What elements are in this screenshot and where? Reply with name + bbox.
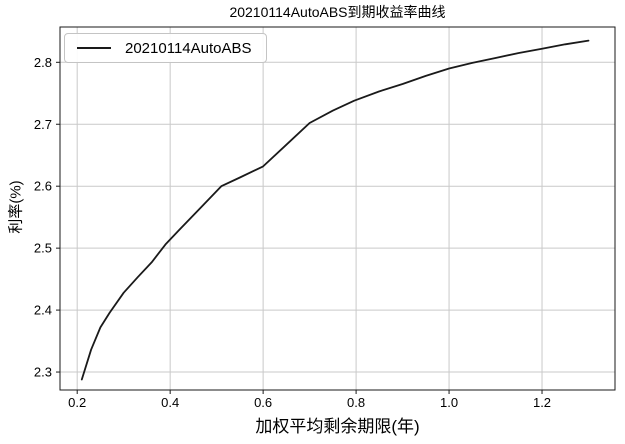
legend: 20210114AutoABS xyxy=(64,33,267,63)
y-tick-label: 2.5 xyxy=(34,241,52,256)
legend-label: 20210114AutoABS xyxy=(125,39,252,57)
plot-border xyxy=(59,26,616,391)
series-line xyxy=(80,39,590,381)
x-tick-label: 1.2 xyxy=(533,395,551,410)
x-tick-label: 1.0 xyxy=(440,395,458,410)
x-axis-label: 加权平均剩余期限(年) xyxy=(255,417,420,436)
x-tick-label: 0.6 xyxy=(254,395,272,410)
y-tick-label: 2.7 xyxy=(34,117,52,132)
chart-title: 20210114AutoABS到期收益率曲线 xyxy=(229,4,446,20)
y-tick-label: 2.8 xyxy=(34,55,52,70)
legend-line-sample xyxy=(77,47,111,49)
y-tick-label: 2.6 xyxy=(34,179,52,194)
x-tick-label: 0.2 xyxy=(68,395,86,410)
y-tick-label: 2.4 xyxy=(34,303,52,318)
y-axis-label: 利率(%) xyxy=(7,180,25,234)
x-tick-label: 0.8 xyxy=(347,395,365,410)
y-tick-label: 2.3 xyxy=(34,365,52,380)
x-tick-label: 0.4 xyxy=(161,395,179,410)
